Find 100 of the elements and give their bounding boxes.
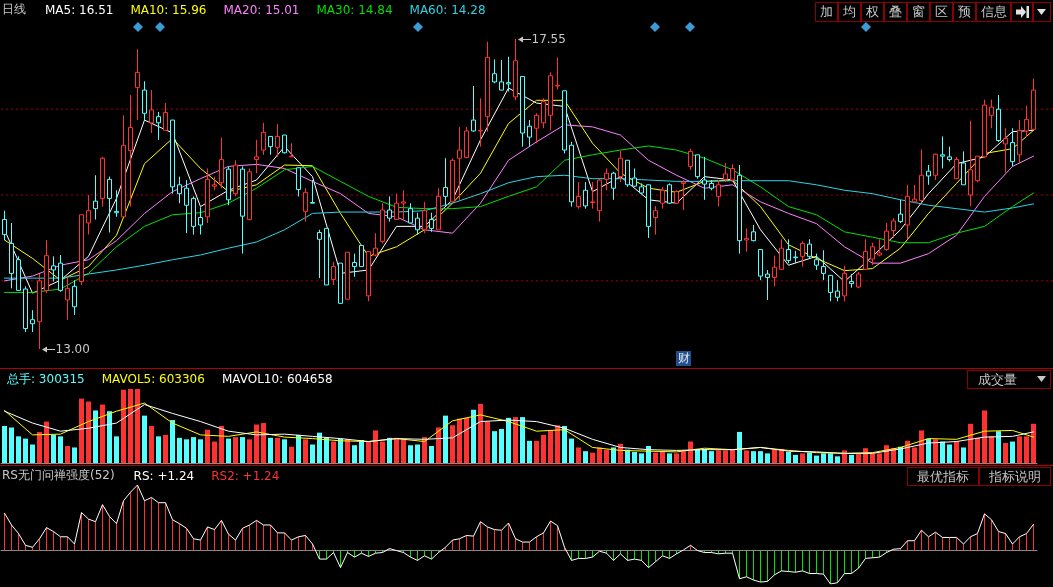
bar [464, 417, 469, 463]
bar [590, 452, 595, 463]
candlestick [2, 210, 7, 241]
candlestick [72, 279, 77, 316]
bar [653, 452, 658, 463]
candlestick [786, 238, 791, 264]
candlestick [933, 152, 938, 181]
candlestick [849, 273, 854, 289]
candlestick [1010, 127, 1015, 167]
text: MAVOL10: 604658 [221, 372, 333, 386]
candlestick [359, 244, 364, 268]
bar [632, 451, 637, 463]
bar [828, 453, 833, 463]
bar [737, 431, 742, 463]
candlestick [751, 224, 756, 242]
bar [751, 451, 756, 463]
bar [933, 439, 938, 463]
bar [93, 410, 98, 463]
candlestick [338, 262, 343, 304]
candlestick [919, 148, 924, 204]
candlestick [982, 99, 987, 159]
candlestick [877, 238, 882, 257]
candlestick [968, 120, 973, 207]
candlestick [513, 38, 518, 101]
candlestick [198, 206, 203, 236]
bar [135, 389, 140, 463]
candlestick [324, 227, 329, 286]
bar [100, 404, 105, 463]
button: 信息 [976, 2, 1011, 22]
candlestick [86, 194, 91, 236]
bar [1024, 436, 1029, 463]
bar [394, 437, 399, 463]
bar [849, 454, 854, 463]
candlestick [618, 150, 623, 183]
bar [919, 430, 924, 463]
bar [338, 438, 343, 463]
candlestick [576, 181, 581, 210]
bar [989, 436, 994, 463]
bar [359, 440, 364, 463]
bar [170, 420, 175, 463]
bar [450, 425, 455, 463]
bar [821, 453, 826, 463]
bar [86, 401, 91, 463]
bar [758, 451, 763, 463]
candlestick [954, 156, 959, 180]
bar [240, 437, 245, 463]
candlestick [856, 271, 861, 289]
bar [9, 427, 14, 463]
annotation: 17.55 [531, 32, 566, 46]
candlestick [240, 165, 245, 255]
bar [1010, 441, 1015, 463]
bar [842, 450, 847, 463]
candlestick [583, 181, 588, 210]
bar [716, 450, 721, 463]
candlestick [723, 162, 728, 183]
bar [156, 436, 161, 463]
bar [65, 445, 70, 463]
candlestick [828, 274, 833, 302]
bar [940, 441, 945, 463]
bar [191, 437, 196, 463]
candlestick [625, 159, 630, 188]
button: 指标说明 [979, 467, 1051, 486]
candlestick [611, 171, 616, 201]
candlestick [744, 227, 749, 253]
bar [352, 445, 357, 463]
candlestick [961, 150, 966, 186]
bar [296, 434, 301, 463]
bar [807, 452, 812, 463]
bar [681, 451, 686, 463]
candlestick [205, 167, 210, 224]
bar [2, 426, 7, 463]
bar [324, 437, 329, 463]
bar [513, 417, 518, 463]
bar [219, 426, 224, 463]
bar [555, 425, 560, 463]
bar [436, 427, 441, 463]
bar [373, 430, 378, 463]
candlestick [891, 217, 896, 239]
candlestick [226, 165, 231, 206]
candlestick [534, 112, 539, 144]
candlestick [261, 122, 266, 156]
candlestick [135, 48, 140, 121]
bar [604, 449, 609, 463]
bar [870, 453, 875, 463]
candlestick [478, 97, 483, 148]
annotation: 13.00 [55, 342, 90, 356]
bar [184, 439, 189, 463]
candlestick [947, 146, 952, 163]
candlestick [464, 126, 469, 159]
bar [387, 437, 392, 463]
candlestick [639, 182, 644, 195]
candlestick [821, 249, 826, 281]
button: 叠 [884, 2, 907, 22]
candlestick [667, 182, 672, 205]
bar [814, 455, 819, 463]
candlestick [471, 85, 476, 133]
candlestick [695, 154, 700, 180]
bar [422, 437, 427, 463]
candlestick [1017, 119, 1022, 164]
bar [303, 439, 308, 463]
